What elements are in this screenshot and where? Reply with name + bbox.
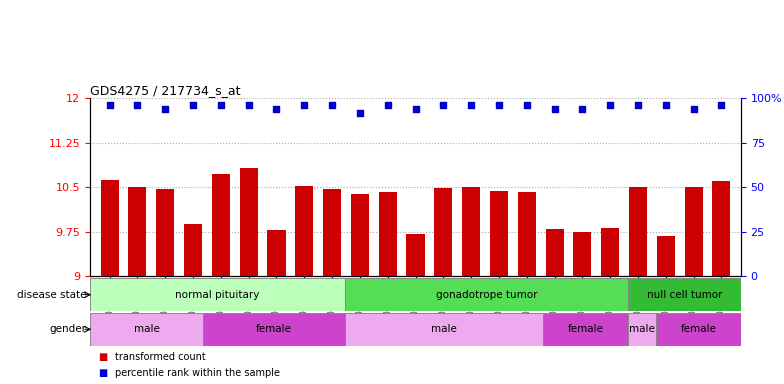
Bar bbox=[628, 278, 741, 311]
Bar bbox=[267, 230, 285, 276]
Bar bbox=[573, 232, 591, 276]
Bar bbox=[184, 224, 202, 276]
Point bbox=[632, 102, 644, 108]
Bar bbox=[203, 313, 345, 346]
Point bbox=[576, 106, 589, 112]
Point bbox=[382, 102, 394, 108]
Bar bbox=[490, 191, 508, 276]
Text: ■: ■ bbox=[98, 368, 107, 379]
Point bbox=[187, 102, 199, 108]
Text: transformed count: transformed count bbox=[115, 352, 206, 362]
Bar bbox=[629, 187, 647, 276]
Text: male: male bbox=[629, 324, 655, 334]
Bar bbox=[601, 228, 619, 276]
Point bbox=[409, 106, 422, 112]
Point bbox=[548, 106, 561, 112]
Point bbox=[270, 106, 283, 112]
Bar bbox=[713, 181, 731, 276]
Point bbox=[521, 102, 533, 108]
Point bbox=[131, 102, 143, 108]
Bar bbox=[240, 168, 258, 276]
Text: female: female bbox=[256, 324, 292, 334]
Text: ■: ■ bbox=[98, 352, 107, 362]
Text: GDS4275 / 217734_s_at: GDS4275 / 217734_s_at bbox=[90, 84, 241, 97]
Point bbox=[242, 102, 255, 108]
Point bbox=[437, 102, 449, 108]
Text: gonadotrope tumor: gonadotrope tumor bbox=[435, 290, 537, 300]
Bar bbox=[100, 180, 118, 276]
Bar bbox=[296, 186, 314, 276]
Text: normal pituitary: normal pituitary bbox=[176, 290, 260, 300]
Point bbox=[354, 110, 366, 116]
Text: male: male bbox=[134, 324, 160, 334]
Bar bbox=[628, 313, 656, 346]
Bar bbox=[351, 194, 369, 276]
Text: female: female bbox=[681, 324, 717, 334]
Bar bbox=[656, 313, 741, 346]
Point bbox=[159, 106, 172, 112]
Bar bbox=[543, 313, 628, 346]
Bar bbox=[156, 189, 174, 276]
Point bbox=[103, 102, 116, 108]
Bar bbox=[657, 236, 675, 276]
Text: gender: gender bbox=[49, 324, 86, 334]
Bar bbox=[462, 187, 480, 276]
Point bbox=[326, 102, 339, 108]
Bar bbox=[379, 192, 397, 276]
Point bbox=[688, 106, 700, 112]
Point bbox=[215, 102, 227, 108]
Bar bbox=[546, 229, 564, 276]
Text: null cell tumor: null cell tumor bbox=[647, 290, 722, 300]
Bar bbox=[345, 278, 628, 311]
Bar bbox=[129, 187, 147, 276]
Bar bbox=[90, 313, 203, 346]
Text: disease state: disease state bbox=[16, 290, 86, 300]
Text: male: male bbox=[431, 324, 457, 334]
Text: female: female bbox=[568, 324, 603, 334]
Point bbox=[492, 102, 505, 108]
Bar bbox=[323, 189, 341, 276]
Bar bbox=[517, 192, 535, 276]
Bar bbox=[345, 313, 543, 346]
Bar bbox=[212, 174, 230, 276]
Point bbox=[715, 102, 728, 108]
Bar bbox=[406, 233, 425, 276]
Bar bbox=[90, 278, 345, 311]
Point bbox=[298, 102, 310, 108]
Bar bbox=[684, 187, 702, 276]
Point bbox=[659, 102, 672, 108]
Text: percentile rank within the sample: percentile rank within the sample bbox=[115, 368, 280, 379]
Bar bbox=[434, 189, 452, 276]
Point bbox=[465, 102, 477, 108]
Point bbox=[604, 102, 616, 108]
